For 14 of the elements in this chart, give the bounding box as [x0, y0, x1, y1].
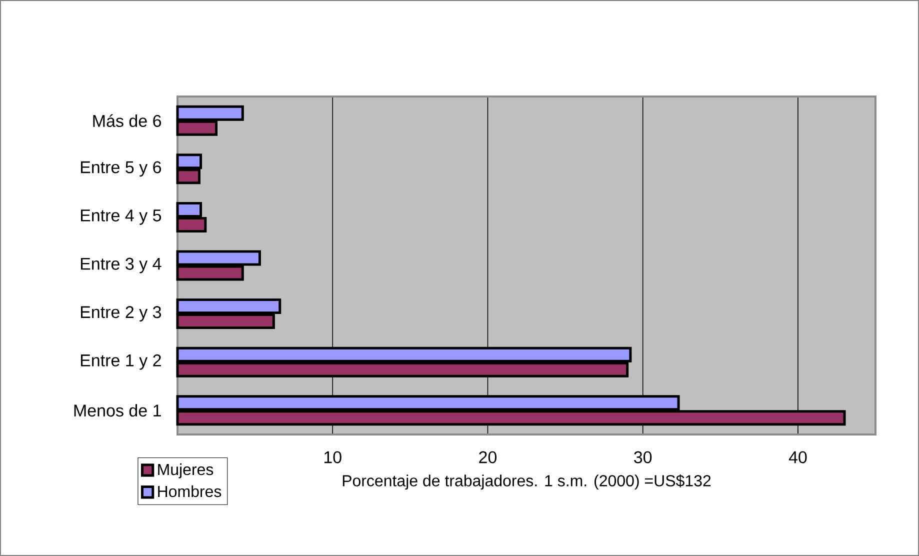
y-tick-label: Entre 2 y 3	[80, 306, 162, 322]
x-tick-label: 40	[788, 451, 807, 464]
y-tick-label: Menos de 1	[74, 404, 161, 417]
x-tick-label: 10	[324, 451, 342, 464]
legend-label: Mujeres	[158, 463, 214, 478]
y-tick-label: Entre 1 y 2	[80, 354, 161, 370]
y-tick-label: Entre 3 y 4	[80, 258, 162, 274]
y-tick-label: Más de 6	[93, 114, 162, 127]
x-tick-label: 30	[634, 451, 652, 464]
x-axis-title: Porcentaje de trabajadores. 1 s.m. (2000) =US$132	[342, 474, 711, 490]
x-tick-label: 20	[479, 451, 497, 464]
y-tick-label: Entre 4 y 5	[80, 210, 162, 225]
legend-label: Hombres	[158, 485, 222, 498]
y-tick-label: Entre 5 y 6	[80, 161, 162, 177]
